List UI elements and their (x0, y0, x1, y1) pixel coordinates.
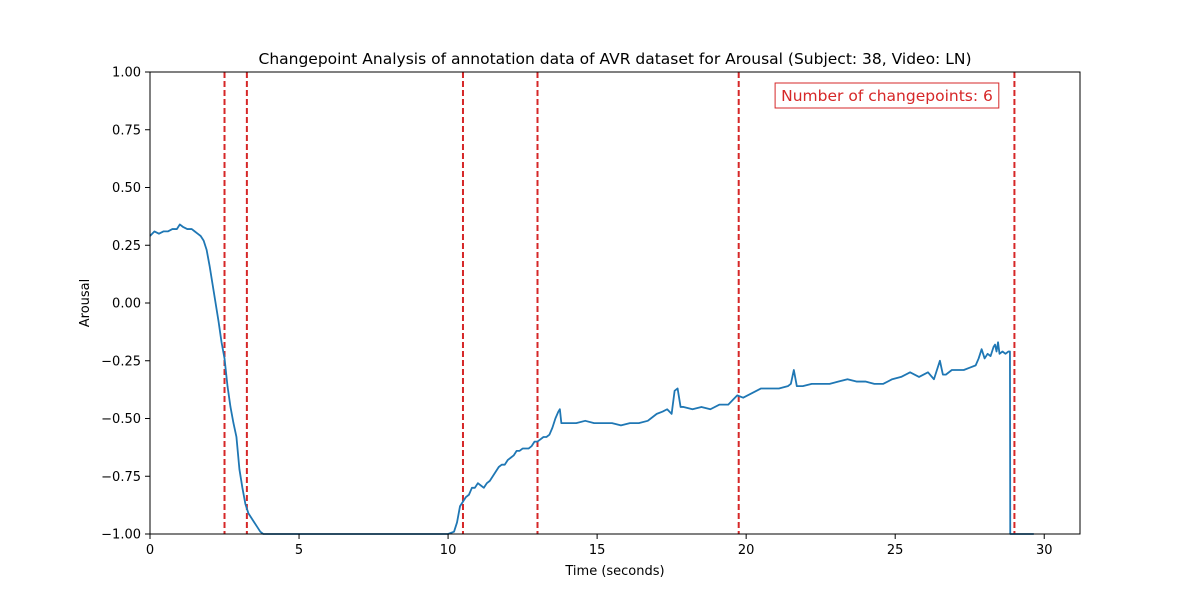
x-tick-label: 5 (295, 543, 303, 558)
chart-title: Changepoint Analysis of annotation data … (259, 50, 972, 68)
annotation-box (774, 82, 1000, 109)
x-axis: 0 5 10 15 20 25 30 (146, 534, 1053, 558)
x-axis-label: Time (seconds) (564, 564, 664, 579)
x-tick-label: 0 (146, 543, 154, 558)
plot-frame (149, 71, 1081, 535)
series-layer (149, 223, 1034, 535)
y-tick-label: 0.25 (112, 239, 141, 254)
y-tick-label: −0.50 (101, 412, 141, 427)
y-axis-label: Arousal (78, 279, 93, 328)
changepoint-count-annotation: Number of changepoints: 6 (774, 82, 1000, 109)
changepoint-lines (223, 72, 1016, 534)
y-tick-label: 0.00 (112, 297, 141, 312)
y-tick-label: 1.00 (112, 66, 141, 81)
y-tick-label: 0.75 (112, 123, 141, 138)
annotation-text: Number of changepoints: 6 (781, 87, 993, 105)
y-tick-label: −1.00 (101, 528, 141, 543)
series-line-1 (149, 223, 1034, 535)
y-axis: −1.00 −0.75 −0.50 −0.25 0.00 0.25 0.50 0.75 1.00 (101, 66, 150, 543)
y-tick-label: −0.25 (101, 354, 141, 369)
x-tick-label: 10 (440, 543, 457, 558)
x-tick-label: 15 (589, 543, 606, 558)
x-tick-label: 20 (738, 543, 755, 558)
x-tick-label: 25 (887, 543, 904, 558)
y-tick-label: −0.75 (101, 470, 141, 485)
x-tick-label: 30 (1036, 543, 1053, 558)
y-tick-label: 0.50 (112, 181, 141, 196)
